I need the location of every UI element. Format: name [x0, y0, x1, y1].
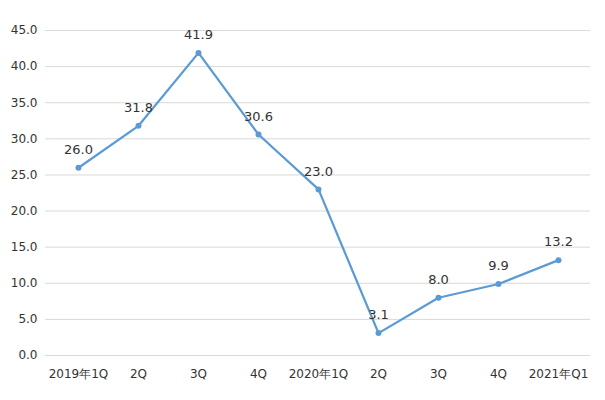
svg-text:3.1: 3.1 [368, 307, 389, 322]
svg-text:23.0: 23.0 [304, 164, 333, 179]
svg-text:26.0: 26.0 [64, 142, 93, 157]
svg-text:2Q: 2Q [130, 367, 147, 381]
svg-text:10.0: 10.0 [11, 276, 38, 290]
svg-text:3Q: 3Q [190, 367, 207, 381]
svg-text:2019年1Q: 2019年1Q [49, 367, 109, 381]
svg-text:3Q: 3Q [430, 367, 447, 381]
svg-text:30.0: 30.0 [11, 132, 38, 146]
svg-text:25.0: 25.0 [11, 168, 38, 182]
svg-text:13.2: 13.2 [544, 234, 573, 249]
svg-text:31.8: 31.8 [124, 100, 153, 115]
svg-text:41.9: 41.9 [184, 27, 213, 42]
svg-text:4Q: 4Q [490, 367, 507, 381]
svg-text:2Q: 2Q [370, 367, 387, 381]
svg-text:45.0: 45.0 [11, 23, 38, 37]
svg-text:40.0: 40.0 [11, 59, 38, 73]
svg-text:8.0: 8.0 [428, 272, 449, 287]
svg-text:30.6: 30.6 [244, 109, 273, 124]
svg-text:0.0: 0.0 [18, 348, 37, 362]
svg-text:20.0: 20.0 [11, 204, 38, 218]
svg-text:35.0: 35.0 [11, 96, 38, 110]
svg-text:2021年Q1: 2021年Q1 [529, 367, 589, 381]
svg-text:2020年1Q: 2020年1Q [289, 367, 349, 381]
svg-text:9.9: 9.9 [488, 258, 509, 273]
svg-text:15.0: 15.0 [11, 240, 38, 254]
svg-text:5.0: 5.0 [18, 312, 37, 326]
svg-text:4Q: 4Q [250, 367, 267, 381]
